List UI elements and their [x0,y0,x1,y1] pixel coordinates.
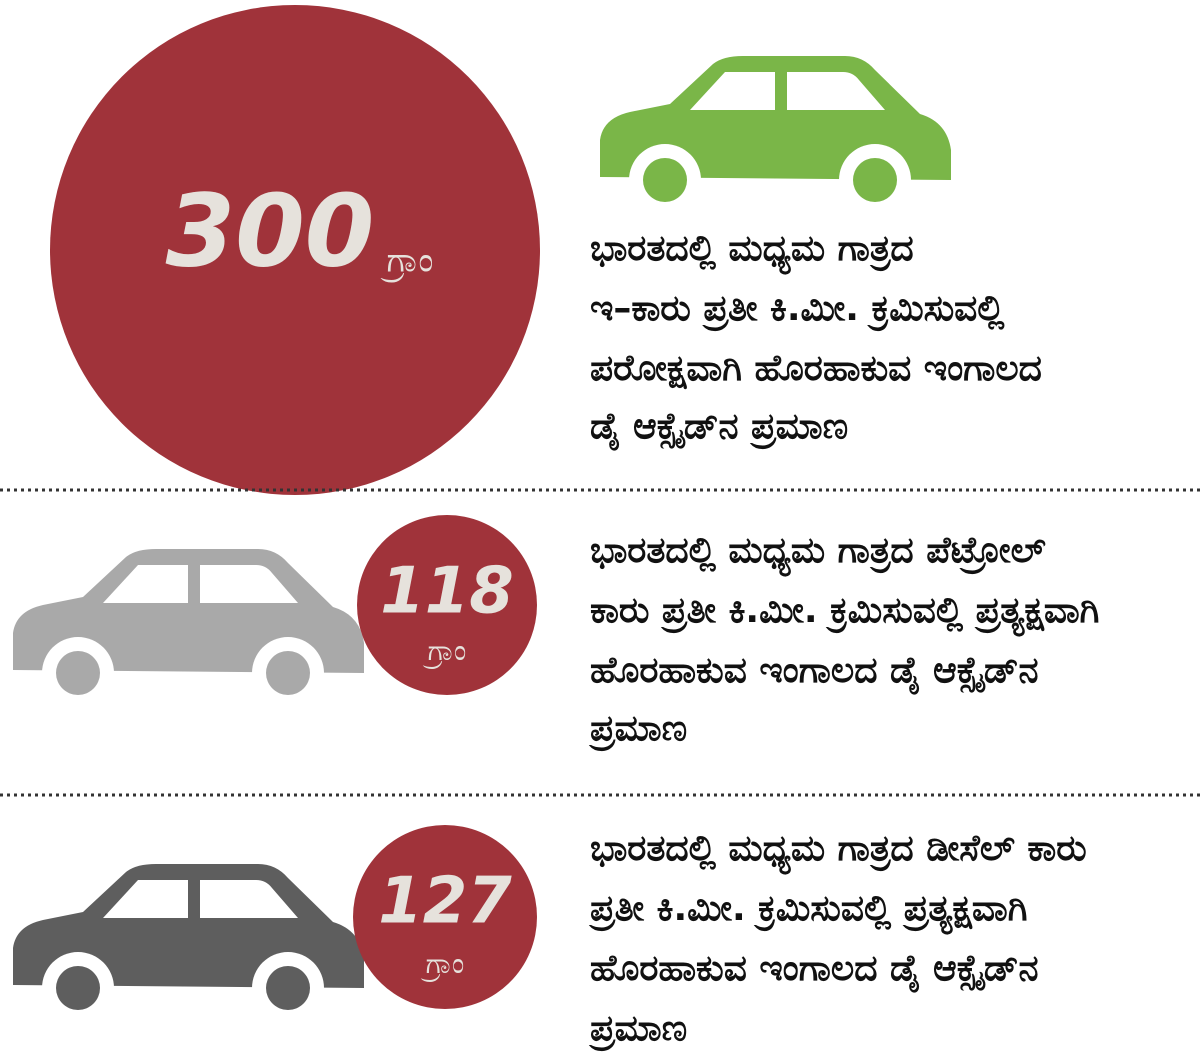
unit: ಗ್ರಾಂ [422,634,467,669]
value-circle [353,825,537,1009]
description-line: ಭಾರತದಲ್ಲಿ ಮಧ್ಯಮ ಗಾತ್ರದ ಪೆಟ್ರೋಲ್ [590,530,1046,577]
car-icon [13,549,364,709]
description-line: ಕಾರು ಪ್ರತೀ ಕಿ.ಮೀ. ಕ್ರಮಿಸುವಲ್ಲಿ ಪ್ರತ್ಯಕ್ಷ… [590,590,1099,637]
description-line: ಹೊರಹಾಕುವ ಇಂಗಾಲದ ಡೈ ಆಕ್ಸೈಡ್‌ನ [590,948,1038,993]
value: 118 [380,555,514,629]
unit: ಗ್ರಾಂ [420,947,465,982]
description-line: ಹೊರಹಾಕುವ ಇಂಗಾಲದ ಡೈ ಆಕ್ಸೈಡ್‌ನ [590,650,1038,695]
unit: ಗ್ರಾಂ [380,241,433,283]
value-circle [357,515,537,695]
value: 127 [378,865,512,939]
description-line: ಪ್ರಮಾಣ [588,1008,687,1051]
description-line: ಭಾರತದಲ್ಲಿ ಮಧ್ಯಮ ಗಾತ್ರದ [590,228,914,275]
description-line: ಭಾರತದಲ್ಲಿ ಮಧ್ಯಮ ಗಾತ್ರದ ಡೀಸೆಲ್ ಕಾರು [590,828,1087,875]
description-line: ಪ್ರತೀ ಕಿ.ಮೀ. ಕ್ರಮಿಸುವಲ್ಲಿ ಪ್ರತ್ಯಕ್ಷವಾಗಿ [588,888,1027,935]
description-line: ಪರೋಕ್ಷವಾಗಿ ಹೊರಹಾಕುವ ಇಂಗಾಲದ [590,348,1042,390]
value: 300 [166,172,375,289]
car-icon [13,864,364,1024]
description-line: ಡೈ ಆಕ್ಸೈಡ್‌ನ ಪ್ರಮಾಣ [590,406,848,451]
value-circle [50,5,540,495]
description-line: ಪ್ರಮಾಣ [588,708,687,751]
car-icon [600,56,951,216]
description-line: ಇ–ಕಾರು ಪ್ರತೀ ಕಿ.ಮೀ. ಕ್ರಮಿಸುವಲ್ಲಿ [590,288,1005,331]
